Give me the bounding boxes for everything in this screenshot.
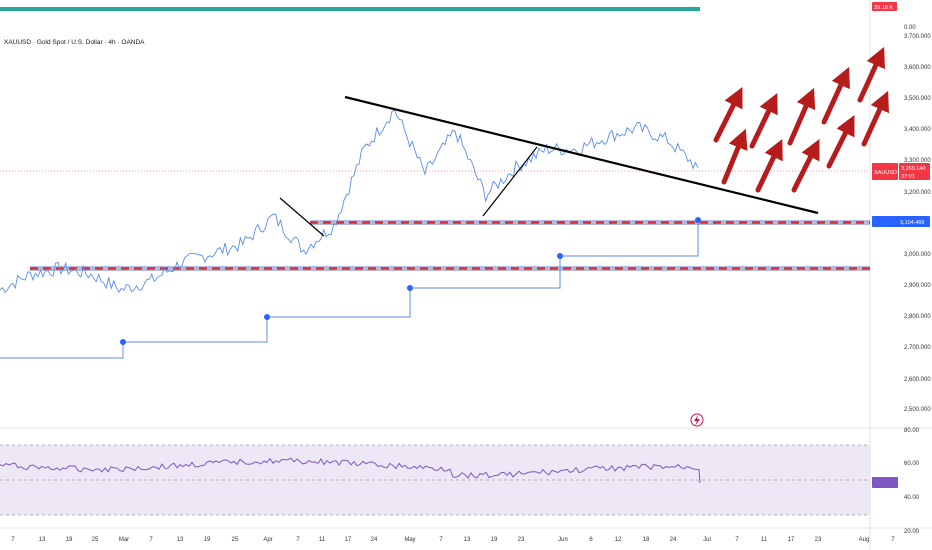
time-axis-label: 18 (643, 537, 650, 543)
price-axis-label: 2,600.000 (904, 377, 931, 383)
rsi-line[interactable] (0, 457, 701, 484)
time-axis-label: 24 (371, 537, 378, 543)
price-axis-label: 3,300.000 (904, 158, 931, 164)
lightning-icon[interactable] (690, 413, 704, 427)
time-axis-label: 19 (204, 537, 211, 543)
arrow-icon (857, 46, 885, 103)
stair-marker[interactable] (264, 314, 270, 320)
time-axis-label: 13 (177, 537, 184, 543)
time-axis-label: 19 (491, 537, 498, 543)
time-axis-label: May (404, 537, 415, 543)
rsi-axis-label: 40.00 (904, 495, 920, 501)
price-badge: 3,269.140 (901, 166, 925, 172)
price-axis-label: 2,700.000 (904, 345, 931, 351)
price-axis-label: 3,600.000 (904, 65, 931, 71)
symbol-badge: XAUUSD (874, 170, 897, 176)
time-axis: 7 13 19 25 Mar 7 13 19 25 Apr 7 11 17 24 May 7 13 19 23 Jun… (11, 537, 895, 543)
time-axis-label: Apr (263, 537, 272, 543)
price-badge-bg (899, 163, 930, 180)
level-badge-bg (872, 216, 930, 227)
price-axis-label: 3,000.000 (904, 252, 931, 258)
countdown-badge: 37:01 (901, 174, 915, 180)
rsi-badge: 48.09 (903, 481, 917, 487)
rsi-axis: 80.00 60.00 40.00 20.00 (904, 428, 920, 535)
time-axis-label: 11 (761, 537, 768, 543)
volume-badge: 29.18 K (874, 5, 893, 11)
price-axis: 3,700.000 3,600.000 3,500.000 3,400.000 3,30… (904, 34, 931, 413)
volume-axis-zero: 0.00 (904, 25, 916, 31)
rsi-axis-label: 20.00 (904, 529, 920, 535)
stair-marker[interactable] (407, 285, 413, 291)
chart-title: XAUUSD · Gold Spot / U.S. Dollar · 4h · … (4, 39, 145, 46)
time-axis-label: 6 (589, 537, 593, 543)
time-axis-label: 25 (232, 537, 239, 543)
volume-badge-bg (872, 2, 897, 11)
arrow-icon (861, 90, 889, 147)
arrow-icon (821, 66, 850, 125)
time-axis-label: 13 (39, 537, 46, 543)
price-series-line[interactable] (0, 109, 699, 294)
arrow-icon (787, 87, 816, 146)
arrow-icon (791, 139, 820, 193)
time-axis-label: 7 (296, 537, 300, 543)
bullish-arrows (713, 46, 889, 193)
volume-bars (0, 7, 700, 11)
stair-marker[interactable] (557, 253, 563, 259)
price-axis-label: 2,900.000 (904, 283, 931, 289)
time-axis-label: 24 (670, 537, 677, 543)
rsi-axis-label: 80.00 (904, 428, 920, 434)
time-axis-label: 11 (319, 537, 326, 543)
time-axis-label: 17 (788, 537, 795, 543)
time-axis-label: Mar (119, 537, 129, 543)
arrow-icon (826, 115, 855, 169)
time-axis-label: Jun (558, 537, 568, 543)
time-axis-label: 25 (92, 537, 99, 543)
level-badge: 3,104.466 (900, 220, 924, 226)
time-axis-label: Jul (703, 537, 711, 543)
breakout-trendline[interactable] (279, 197, 325, 237)
price-axis-label: 3,700.000 (904, 34, 931, 40)
time-axis-label: 7 (891, 537, 895, 543)
time-axis-label: 7 (439, 537, 443, 543)
rsi-axis-label: 60.00 (904, 461, 920, 467)
time-axis-label: 13 (464, 537, 471, 543)
time-axis-label: 7 (735, 537, 739, 543)
staircase-path[interactable] (0, 220, 699, 359)
arrow-icon (713, 87, 743, 143)
time-axis-label: 12 (615, 537, 622, 543)
stair-marker[interactable] (695, 217, 701, 223)
price-axis-label: 2,500.000 (904, 407, 931, 413)
time-axis-label: Aug (859, 537, 870, 543)
symbol-badge-bg (872, 163, 898, 180)
arrow-icon (749, 92, 778, 149)
arrow-icon (755, 138, 783, 193)
price-axis-label: 3,400.000 (904, 127, 931, 133)
price-axis-label: 3,200.000 (904, 190, 931, 196)
time-axis-label: 23 (518, 537, 525, 543)
staircase-markers (120, 217, 701, 345)
time-axis-label: 17 (345, 537, 352, 543)
ascending-trendline[interactable] (482, 146, 538, 217)
price-axis-label: 2,800.000 (904, 314, 931, 320)
descending-trendline[interactable] (344, 95, 819, 215)
arrow-icon (721, 128, 748, 185)
stair-marker[interactable] (120, 339, 126, 345)
time-axis-label: 19 (66, 537, 73, 543)
time-axis-label: 7 (149, 537, 153, 543)
price-axis-label: 3,500.000 (904, 96, 931, 102)
time-axis-label: 7 (11, 537, 15, 543)
time-axis-label: 23 (815, 537, 822, 543)
rsi-badge-bg (872, 477, 898, 488)
